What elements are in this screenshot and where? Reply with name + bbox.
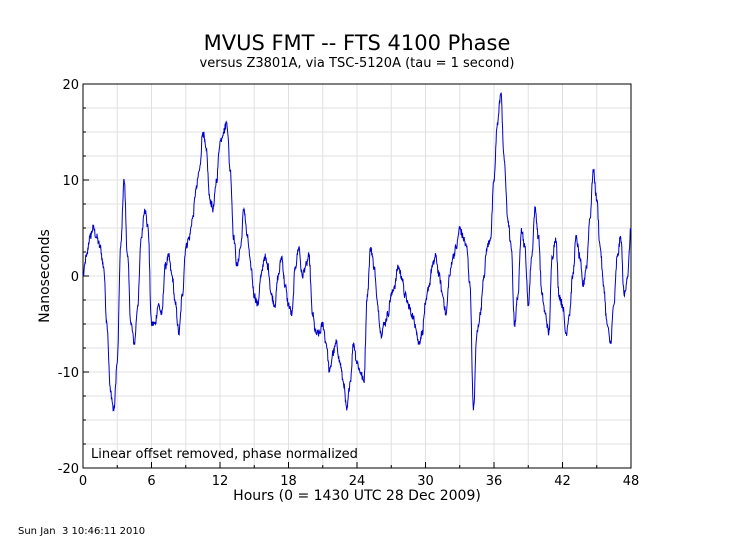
chart-title: MVUS FMT -- FTS 4100 Phase	[204, 31, 511, 55]
y-tick-label: -20	[58, 462, 79, 477]
x-tick-label: 48	[623, 474, 640, 489]
chart-annotation: Linear offset removed, phase normalized	[91, 447, 358, 462]
x-tick-label: 30	[417, 474, 434, 489]
y-tick-label: -10	[58, 366, 79, 381]
x-tick-label: 18	[280, 474, 297, 489]
y-tick-label: 0	[71, 270, 79, 285]
x-tick-label: 36	[486, 474, 503, 489]
x-tick-label: 24	[349, 474, 366, 489]
x-axis-ticks: 0 6 12 18 24 30 36 42 48	[79, 462, 639, 489]
chart-subtitle: versus Z3801A, via TSC-5120A (tau = 1 se…	[200, 56, 515, 71]
generated-timestamp: Sun Jan 3 10:46:11 2010	[18, 526, 145, 537]
x-tick-label: 42	[554, 474, 571, 489]
x-tick-label: 0	[79, 474, 87, 489]
x-tick-label: 6	[147, 474, 155, 489]
x-axis-label: Hours (0 = 1430 UTC 28 Dec 2009)	[233, 488, 481, 504]
y-axis-label: Nanoseconds	[37, 229, 53, 323]
x-tick-label: 12	[212, 474, 229, 489]
y-tick-label: 20	[62, 78, 79, 93]
y-axis-ticks: 20 10 0 -10 -20	[58, 78, 89, 477]
grid-lines	[83, 84, 631, 468]
series-line-phase	[82, 92, 632, 412]
y-tick-label: 10	[62, 174, 79, 189]
